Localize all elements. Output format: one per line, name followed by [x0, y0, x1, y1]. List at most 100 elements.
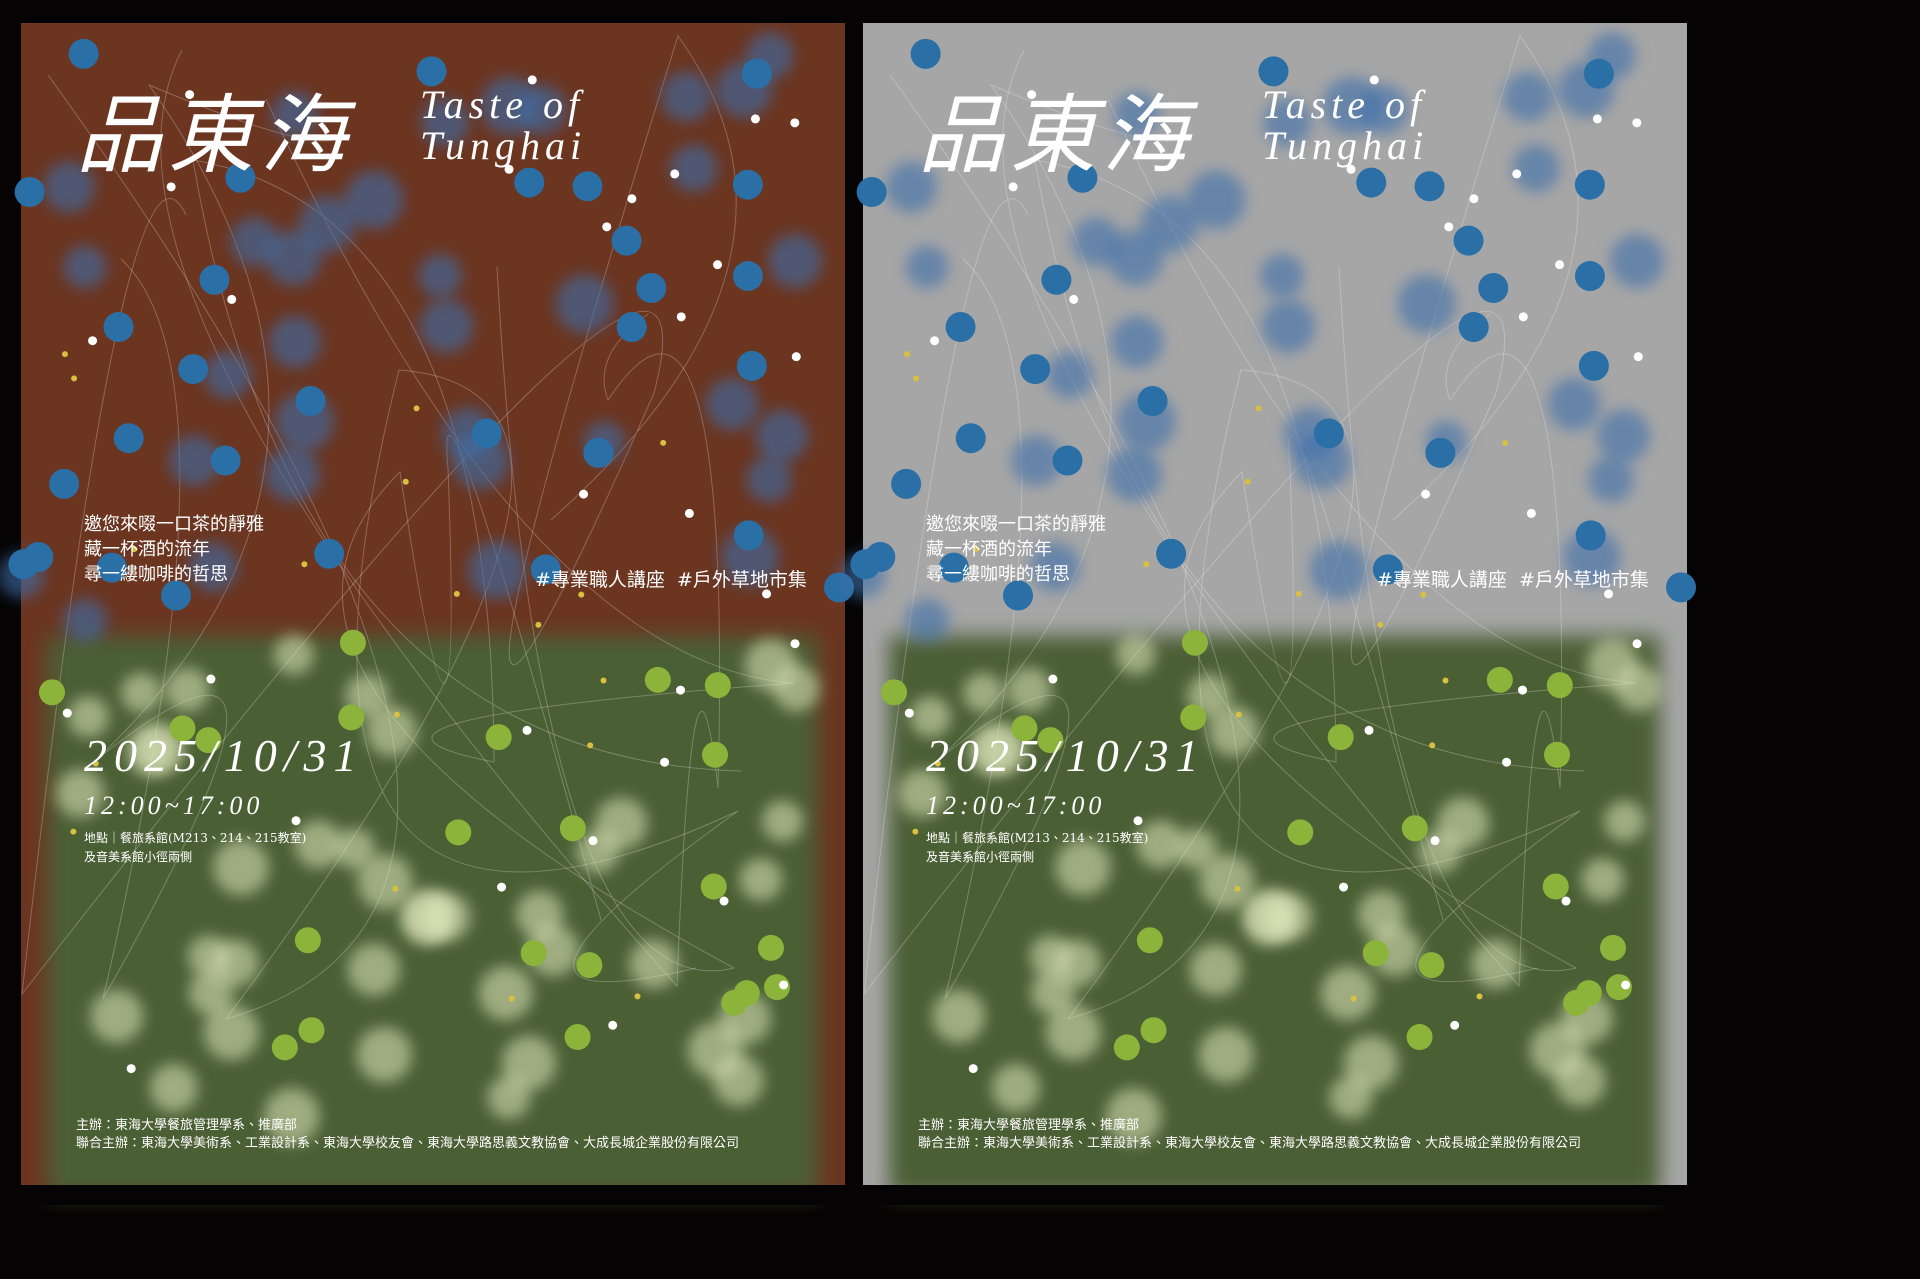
- green-dot: [704, 672, 731, 699]
- blurred-dot: [480, 76, 539, 135]
- time: 12:00~17:00: [84, 791, 263, 820]
- blurred-dot: [1189, 943, 1242, 996]
- green-dot: [39, 679, 66, 706]
- green-dot: [271, 1034, 298, 1061]
- green-dot: [644, 666, 671, 693]
- invitation-line: 邀您來啜一口茶的靜雅: [84, 514, 264, 535]
- green-dot: [445, 819, 472, 846]
- venue: 及音美系館小徑兩側: [926, 849, 1034, 864]
- blurred-dot: [1055, 839, 1111, 896]
- blurred-dot: [1529, 1022, 1586, 1079]
- organizer: 聯合主辦：東海大學美術系、工業設計系、東海大學校友會、東海大學路思義文教協會、大…: [918, 1135, 1581, 1151]
- blue-dot: [14, 177, 45, 208]
- blurred-dot: [1115, 634, 1156, 676]
- venue: 及音美系館小徑兩側: [84, 849, 192, 864]
- blurred-dot: [211, 939, 259, 987]
- blurred-dot: [1603, 800, 1646, 842]
- green-dot: [298, 1017, 325, 1044]
- blurred-dot: [401, 893, 453, 946]
- blurred-dot: [746, 456, 792, 503]
- blue-dot: [1578, 350, 1609, 381]
- blue-dot: [23, 542, 54, 573]
- blurred-dot: [169, 435, 220, 486]
- white-dot: [126, 1064, 136, 1074]
- poster-clip-bottom: [21, 1185, 845, 1205]
- blurred-dot: [90, 989, 144, 1043]
- blurred-dot: [273, 634, 314, 676]
- blurred-dot: [268, 315, 322, 369]
- blurred-dot: [1110, 315, 1164, 369]
- blurred-dot: [904, 598, 950, 643]
- white-dot: [1621, 980, 1631, 990]
- yellow-dot: [1244, 478, 1251, 485]
- blurred-dot: [1471, 939, 1521, 989]
- yellow-dot: [903, 351, 910, 358]
- blue-dot: [161, 580, 192, 611]
- blurred-dot: [271, 91, 318, 138]
- white-dot: [497, 882, 507, 892]
- blurred-dot: [1045, 1004, 1102, 1061]
- venue: 地點｜餐旅系館(M213、214、215教室): [84, 830, 306, 845]
- blurred-dot: [265, 229, 322, 286]
- yellow-dot: [402, 478, 409, 485]
- blurred-dot: [421, 98, 470, 147]
- blurred-dot: [1610, 233, 1665, 289]
- green-dot: [1327, 724, 1354, 751]
- yellow-dot: [1377, 621, 1384, 628]
- blurred-dot: [43, 161, 95, 213]
- subtitle: Taste of: [420, 82, 584, 127]
- white-dot: [904, 708, 914, 718]
- yellow-dot: [453, 590, 460, 597]
- white-dot: [185, 90, 195, 100]
- blurred-dot: [755, 409, 809, 463]
- yellow-dot: [71, 375, 78, 382]
- blue-dot: [1313, 418, 1344, 449]
- blurred-dot: [294, 820, 343, 869]
- decoration: [840, 32, 1697, 1196]
- white-dot: [206, 674, 216, 684]
- title: 品東海: [76, 86, 357, 186]
- blurred-dot: [264, 446, 320, 502]
- green-dot: [1113, 1034, 1140, 1061]
- white-dot: [527, 75, 537, 85]
- blue-dot: [572, 171, 603, 202]
- blurred-dot: [1011, 435, 1062, 486]
- blue-dot: [1478, 272, 1509, 303]
- blue-dot: [611, 225, 642, 256]
- subtitle: Tunghai: [420, 123, 586, 168]
- green-dot: [520, 940, 547, 967]
- organizer: 聯合主辦：東海大學美術系、工業設計系、東海大學校友會、東海大學路思義文教協會、大…: [76, 1135, 739, 1151]
- blue-dot: [1666, 572, 1697, 603]
- white-dot: [602, 222, 612, 232]
- blue-dot: [49, 468, 80, 499]
- route-line: [1034, 98, 1637, 772]
- white-dot: [684, 508, 694, 518]
- blurred-dot: [1437, 797, 1490, 850]
- white-dot: [1069, 294, 1079, 304]
- blue-dot: [1372, 554, 1403, 585]
- yellow-dot: [600, 677, 607, 684]
- yellow-dot: [973, 546, 980, 553]
- blue-dot: [210, 445, 241, 476]
- blurred-dot: [344, 170, 404, 230]
- white-dot: [930, 336, 940, 346]
- route-line: [937, 83, 1185, 1000]
- white-dot: [713, 260, 723, 270]
- white-dot: [1469, 194, 1479, 204]
- route-line: [95, 83, 343, 1000]
- white-dot: [1526, 508, 1536, 518]
- blue-dot: [1003, 580, 1034, 611]
- white-dot: [88, 336, 98, 346]
- blurred-dot: [1588, 456, 1634, 503]
- time: 12:00~17:00: [926, 791, 1105, 820]
- green-dot: [1362, 940, 1389, 967]
- tag: #專業職人講座: [535, 569, 665, 591]
- yellow-dot: [578, 591, 585, 598]
- green-dot: [1180, 704, 1207, 731]
- subtitle: Taste of: [1262, 82, 1426, 127]
- blurred-dot: [63, 245, 107, 289]
- blurred-dot: [1199, 854, 1255, 910]
- white-dot: [1633, 352, 1643, 362]
- blurred-dot: [188, 542, 238, 592]
